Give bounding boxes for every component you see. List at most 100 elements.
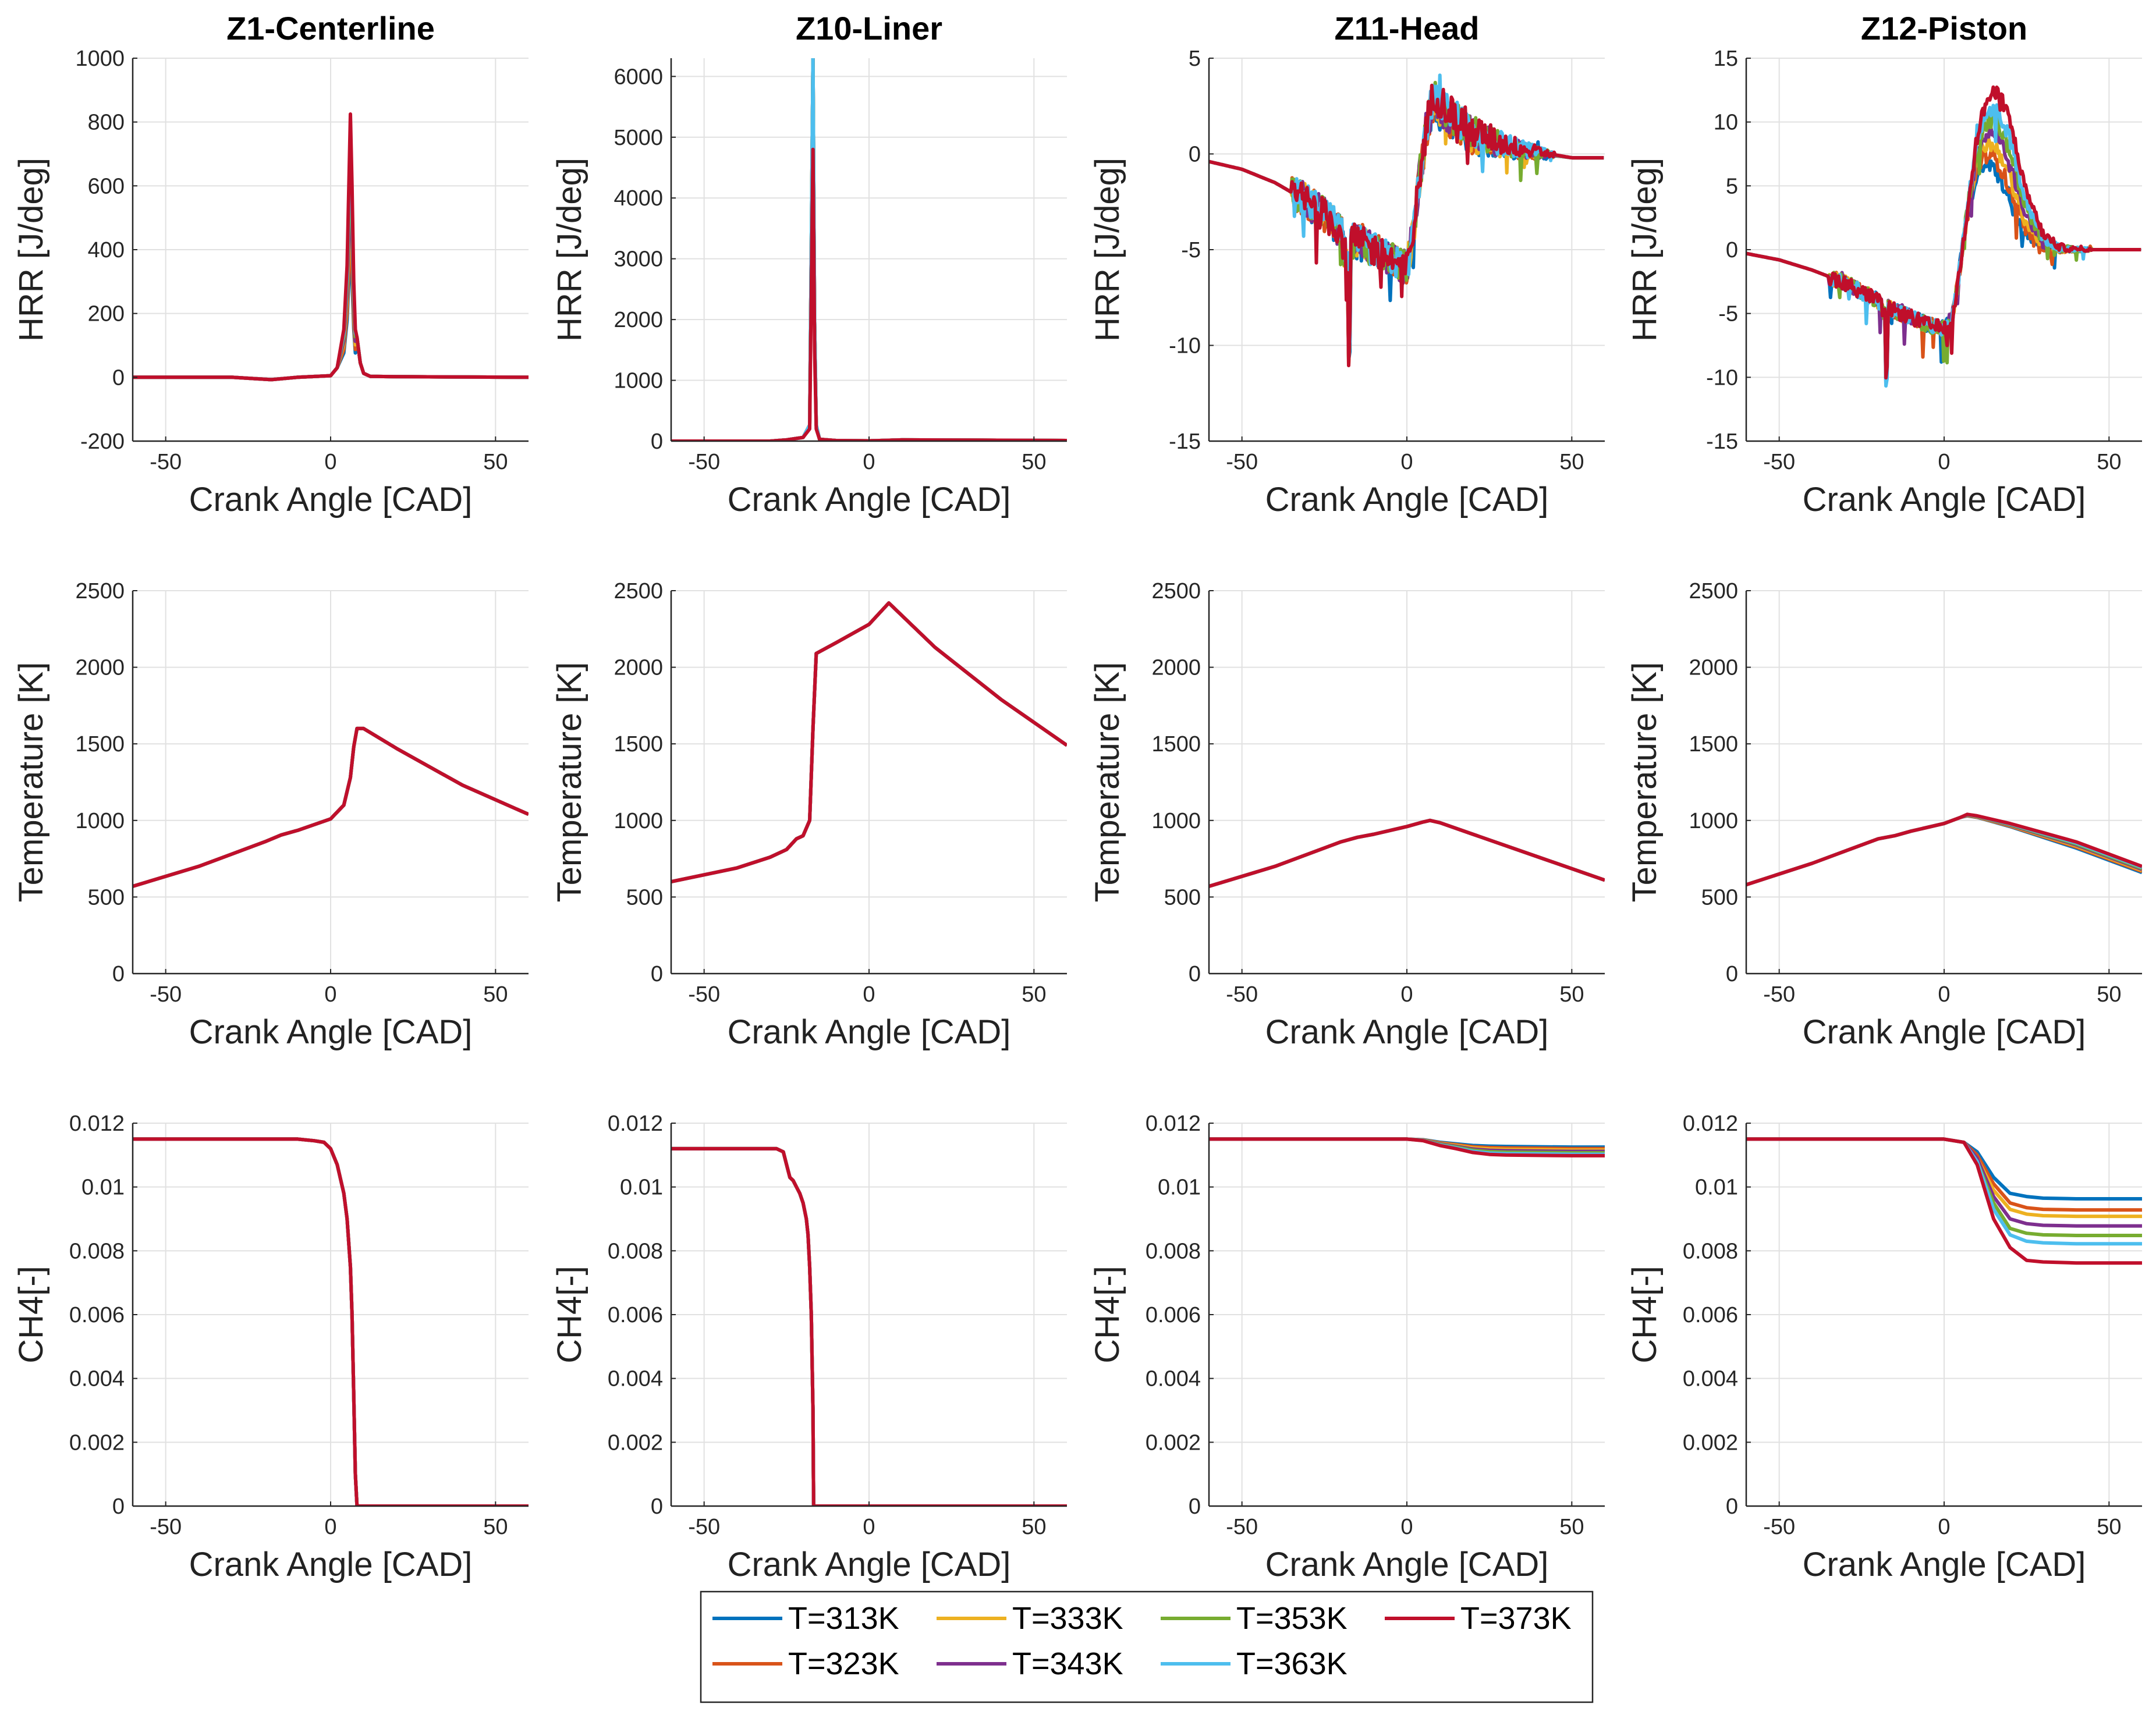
y-axis-label: HRR [J/deg] <box>1626 158 1664 342</box>
series-group <box>133 726 529 888</box>
y-tick-label: 1000 <box>614 369 663 393</box>
x-tick-label: -50 <box>1763 450 1795 474</box>
y-tick-label: 1000 <box>75 47 125 71</box>
x-axis-label: Crank Angle [CAD] <box>1265 481 1549 519</box>
y-tick-label: 0 <box>1726 238 1738 262</box>
y-tick-label: 2500 <box>1151 579 1201 603</box>
legend-label: T=333K <box>1012 1601 1123 1636</box>
x-tick-label: 0 <box>863 1515 875 1539</box>
y-tick-label: 0 <box>651 429 663 454</box>
legend-item-t-353k: T=353K <box>1161 1601 1348 1636</box>
legend-label: T=363K <box>1236 1646 1348 1681</box>
x-tick-label: -50 <box>1763 982 1795 1007</box>
y-tick-label: 0.004 <box>608 1367 663 1391</box>
legend-item-t-333k: T=333K <box>937 1601 1123 1636</box>
x-tick-label: 0 <box>863 450 875 474</box>
x-tick-label: 0 <box>324 1515 336 1539</box>
x-tick-label: 50 <box>1559 982 1584 1007</box>
y-tick-label: 0 <box>112 365 125 390</box>
x-tick-label: -50 <box>1226 1515 1258 1539</box>
y-tick-label: 0.008 <box>608 1239 663 1263</box>
x-tick-label: 50 <box>1559 1515 1584 1539</box>
series-line-t-373k <box>1209 1137 1605 1157</box>
y-tick-label: 0 <box>1726 962 1738 986</box>
x-axis-label: Crank Angle [CAD] <box>728 1546 1011 1583</box>
y-axis-label: Temperature [K] <box>1088 662 1126 903</box>
y-tick-label: 0.01 <box>1158 1176 1201 1200</box>
y-axis-label: Temperature [K] <box>1626 662 1664 903</box>
x-tick-label: 0 <box>1400 982 1413 1007</box>
legend-label: T=353K <box>1236 1601 1348 1636</box>
x-tick-label: 0 <box>863 982 875 1007</box>
series-line-t-373k <box>671 601 1067 884</box>
y-tick-label: 5 <box>1189 47 1201 71</box>
y-tick-label: -5 <box>1718 302 1738 326</box>
legend-label: T=313K <box>788 1601 899 1636</box>
x-tick-label: 50 <box>1022 450 1046 474</box>
y-tick-label: 2000 <box>1689 656 1738 680</box>
series-line-t-373k <box>1209 818 1605 888</box>
y-tick-label: 0.012 <box>1683 1112 1738 1136</box>
y-tick-label: 0 <box>651 1494 663 1519</box>
y-tick-label: 0.01 <box>81 1176 125 1200</box>
y-tick-label: 0.002 <box>1146 1430 1201 1455</box>
x-axis-label: Crank Angle [CAD] <box>189 1546 473 1583</box>
legend-item-t-373k: T=373K <box>1385 1601 1572 1636</box>
y-tick-label: 5000 <box>614 126 663 150</box>
chart-panel-ch4-z10: -50 0 50 0 0.002 0.004 0.006 0.008 0.01 0.012 Cran… <box>551 1112 1067 1583</box>
x-tick-label: -50 <box>150 450 182 474</box>
x-axis-label: Crank Angle [CAD] <box>189 481 473 519</box>
chart-title: Z1-Centerline <box>226 10 435 47</box>
x-tick-label: 0 <box>324 450 336 474</box>
y-tick-label: 4000 <box>614 186 663 211</box>
y-tick-label: 0.002 <box>1683 1430 1738 1455</box>
y-tick-label: 10 <box>1714 111 1738 135</box>
x-tick-label: -50 <box>688 982 720 1007</box>
y-tick-label: 3000 <box>614 247 663 272</box>
y-tick-label: 1500 <box>1689 732 1738 757</box>
series-group <box>1209 1137 1605 1157</box>
x-tick-label: 0 <box>1938 450 1950 474</box>
legend-item-t-363k: T=363K <box>1161 1646 1348 1681</box>
y-tick-label: 0.006 <box>69 1303 125 1327</box>
y-tick-label: 1500 <box>1151 732 1201 757</box>
x-axis-label: Crank Angle [CAD] <box>1803 1546 2086 1583</box>
y-tick-label: 0.01 <box>1695 1176 1738 1200</box>
legend-box <box>700 1590 1594 1703</box>
series-group <box>671 1146 1067 1506</box>
y-tick-label: 0.006 <box>1146 1303 1201 1327</box>
y-axis-label: CH4[-] <box>1088 1266 1126 1364</box>
y-axis-label: Temperature [K] <box>12 662 50 903</box>
series-group <box>1746 812 2142 887</box>
y-tick-label: 400 <box>88 238 125 262</box>
y-tick-label: 2000 <box>75 656 125 680</box>
y-tick-label: 2000 <box>614 656 663 680</box>
x-axis-label: Crank Angle [CAD] <box>189 1013 473 1051</box>
x-tick-label: 50 <box>483 982 508 1007</box>
y-tick-label: 1500 <box>614 732 663 757</box>
legend: T=313K T=333K T=353K T=373K T=323K T=343K T=36… <box>700 1590 1594 1703</box>
series-line-t-373k <box>133 112 529 382</box>
y-tick-label: 0.002 <box>69 1430 125 1455</box>
legend-item-t-343k: T=343K <box>937 1646 1123 1681</box>
y-tick-label: 0.012 <box>1146 1112 1201 1136</box>
y-tick-label: 6000 <box>614 65 663 89</box>
y-tick-label: 0 <box>112 1494 125 1519</box>
x-axis-label: Crank Angle [CAD] <box>1265 1546 1549 1583</box>
x-tick-label: -50 <box>150 1515 182 1539</box>
y-tick-label: 600 <box>88 174 125 198</box>
y-tick-label: 2000 <box>614 308 663 332</box>
x-axis-label: Crank Angle [CAD] <box>1803 481 2086 519</box>
y-tick-label: 15 <box>1714 47 1738 71</box>
y-tick-label: 2500 <box>1689 579 1738 603</box>
y-tick-label: -5 <box>1181 238 1201 262</box>
x-axis-label: Crank Angle [CAD] <box>728 1013 1011 1051</box>
y-tick-label: 0.006 <box>608 1303 663 1327</box>
y-tick-label: 1000 <box>75 809 125 833</box>
y-tick-label: 0.008 <box>69 1239 125 1263</box>
